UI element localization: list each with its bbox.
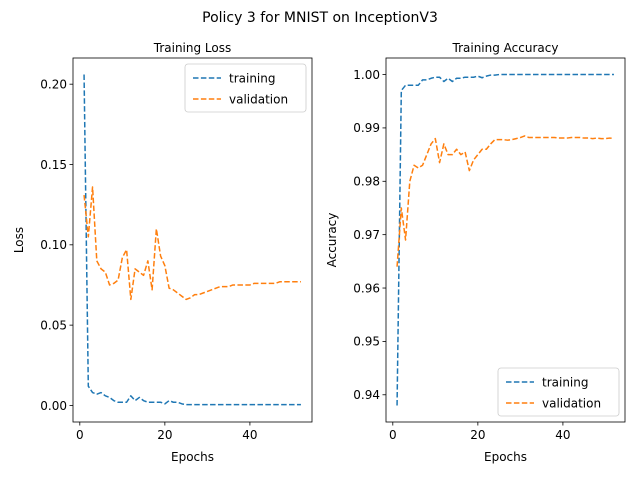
y-tick-label: 0.96 xyxy=(353,281,380,295)
y-tick-label: 0.10 xyxy=(40,238,67,252)
loss-panel: 0 20 40 0.00 0.05 0.10 0.15 0.20 Training Loss Ep… xyxy=(12,41,313,464)
series-line-training xyxy=(396,73,614,406)
legend-label-training: training xyxy=(542,375,589,389)
y-tick-label: 0.97 xyxy=(353,228,380,242)
legend-label-validation: validation xyxy=(229,92,288,106)
axes-title: Training Loss xyxy=(153,41,231,55)
x-tick-label: 20 xyxy=(470,428,485,442)
legend-box xyxy=(497,367,620,417)
y-tick-label: 0.94 xyxy=(353,388,380,402)
legend-label-validation: validation xyxy=(542,396,601,410)
y-axis-label: Loss xyxy=(12,227,26,253)
x-tick-label: 20 xyxy=(157,428,172,442)
figure-title: Policy 3 for MNIST on InceptionV3 xyxy=(202,10,438,26)
series-lines xyxy=(396,73,615,406)
y-tick-label: 0.15 xyxy=(40,158,67,172)
series-line-validation xyxy=(83,186,301,301)
series-lines xyxy=(83,74,301,406)
axes-frame xyxy=(385,57,626,423)
x-tick-label: 0 xyxy=(389,428,397,442)
legend-box xyxy=(184,63,307,113)
y-axis-label: Accuracy xyxy=(325,213,339,268)
y-tick-label: 0.20 xyxy=(40,77,67,91)
legend: training validation xyxy=(184,63,307,113)
y-tick-label: 0.00 xyxy=(40,399,67,413)
accuracy-panel: 0 20 40 0.94 0.95 0.96 0.97 0.98 0.99 1.00 Trainin… xyxy=(325,41,626,464)
y-tick-label: 1.00 xyxy=(353,68,380,82)
x-tick-label: 0 xyxy=(76,428,84,442)
axes-title: Training Accuracy xyxy=(452,41,559,55)
x-axis-label: Epochs xyxy=(171,450,214,464)
legend-label-training: training xyxy=(229,71,276,85)
x-tick-label: 40 xyxy=(555,428,570,442)
axes-frame xyxy=(72,57,313,423)
series-line-training xyxy=(83,74,301,406)
x-tick-label: 40 xyxy=(242,428,257,442)
y-tick-label: 0.99 xyxy=(353,121,380,135)
legend: training validation xyxy=(497,367,620,417)
y-tick-label: 0.05 xyxy=(40,318,67,332)
y-tick-label: 0.98 xyxy=(353,175,380,189)
x-axis-label: Epochs xyxy=(484,450,527,464)
y-tick-label: 0.95 xyxy=(353,335,380,349)
series-line-validation xyxy=(396,135,615,267)
